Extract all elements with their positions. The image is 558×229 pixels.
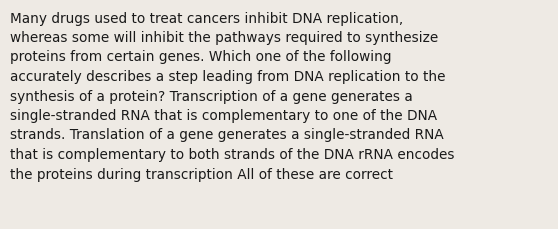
Text: Many drugs used to treat cancers inhibit DNA replication,
whereas some will inhi: Many drugs used to treat cancers inhibit…: [10, 11, 455, 181]
